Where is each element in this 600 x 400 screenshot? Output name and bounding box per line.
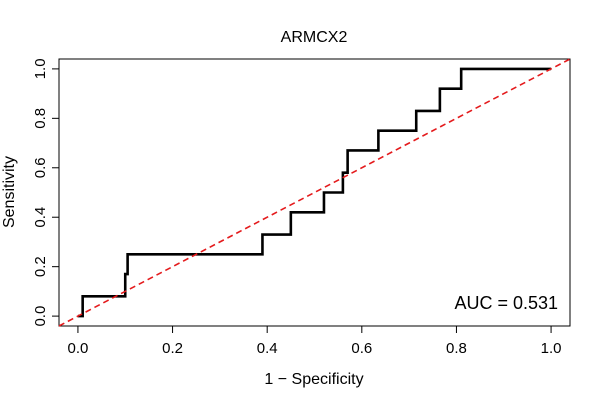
y-tick-label: 0.6 — [32, 157, 49, 178]
chart-title: ARMCX2 — [281, 29, 348, 46]
x-axis: 0.0 0.2 0.4 0.6 0.8 1.0 — [67, 325, 562, 357]
x-tick-label: 0.8 — [446, 340, 467, 357]
chance-diagonal-line — [58, 58, 571, 327]
y-tick-label: 0.8 — [32, 108, 49, 129]
y-axis: 0.0 0.2 0.4 0.6 0.8 1.0 — [32, 58, 60, 327]
x-tick-label: 0.2 — [162, 340, 183, 357]
y-tick-label: 0.4 — [32, 207, 49, 228]
x-tick-label: 0.4 — [257, 340, 278, 357]
x-axis-title: 1 − Specificity — [264, 371, 363, 388]
x-tick-label: 1.0 — [541, 340, 562, 357]
y-tick-label: 1.0 — [32, 58, 49, 79]
y-tick-label: 0.2 — [32, 256, 49, 277]
y-axis-title: Sensitivity — [1, 156, 18, 228]
x-tick-label: 0.0 — [67, 340, 88, 357]
series-layer — [58, 58, 571, 327]
auc-annotation: AUC = 0.531 — [454, 293, 558, 313]
x-tick-label: 0.6 — [351, 340, 372, 357]
y-tick-label: 0.0 — [32, 306, 49, 327]
roc-curve-line — [77, 67, 552, 318]
